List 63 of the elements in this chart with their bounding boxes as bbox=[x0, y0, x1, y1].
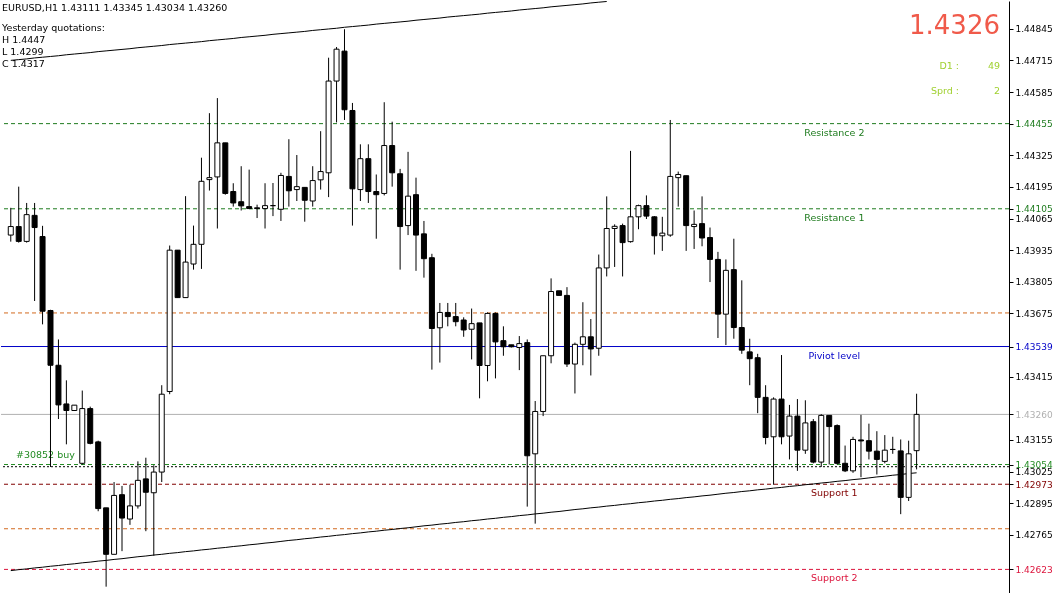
y-tick-label: 1.42765 bbox=[1015, 530, 1053, 541]
candlestick bbox=[881, 434, 888, 464]
candlestick bbox=[7, 207, 14, 243]
candlestick bbox=[309, 165, 316, 208]
candlestick bbox=[826, 414, 833, 466]
ref-line-label: Support 2 bbox=[811, 572, 858, 584]
candlestick bbox=[436, 302, 443, 364]
ref-line-label: Support 1 bbox=[811, 487, 858, 499]
annotation: H 1.4447 bbox=[2, 34, 46, 45]
y-tick-label: 1.43935 bbox=[1015, 245, 1053, 256]
annotation: Yesterday quotations: bbox=[2, 22, 105, 33]
candlestick bbox=[285, 138, 292, 208]
candlestick bbox=[444, 302, 451, 327]
candlestick bbox=[675, 171, 682, 208]
candlestick bbox=[707, 227, 713, 283]
candlestick bbox=[262, 182, 269, 230]
candlestick bbox=[738, 279, 745, 355]
y-tick-label: 1.42895 bbox=[1015, 498, 1053, 509]
text: 2 bbox=[993, 85, 1000, 96]
candlestick bbox=[119, 485, 126, 552]
y-tick-label: 1.43155 bbox=[1015, 435, 1053, 446]
annotation: 1.4326 bbox=[909, 10, 1000, 40]
y-tick-label: 1.44325 bbox=[1015, 150, 1053, 161]
text: D1 : bbox=[939, 60, 959, 71]
annotation: C 1.4317 bbox=[2, 58, 45, 69]
y-tick-label: 1.43805 bbox=[1015, 277, 1053, 288]
candlestick bbox=[254, 204, 261, 219]
y-tick-label: 1.44715 bbox=[1015, 55, 1053, 66]
y-tick-label: 1.43675 bbox=[1015, 308, 1053, 319]
chart-title: EURUSD,H1 1.43111 1.43345 1.43034 1.43260 bbox=[2, 2, 228, 13]
candlestick bbox=[452, 302, 459, 327]
ref-line-label: Piviot level bbox=[808, 349, 861, 361]
y-tick-label: 1.42623 bbox=[1015, 564, 1053, 575]
candlestick bbox=[373, 173, 380, 240]
annotation: L 1.4299 bbox=[2, 46, 44, 57]
y-tick-label: 1.43415 bbox=[1015, 372, 1053, 383]
candlestick bbox=[230, 182, 237, 208]
y-tick-label: 1.44455 bbox=[1015, 119, 1053, 130]
candlestick bbox=[746, 338, 753, 386]
candlestick bbox=[238, 165, 245, 211]
y-tick-label: 1.44585 bbox=[1015, 87, 1053, 98]
y-tick-label: 1.43539 bbox=[1015, 342, 1053, 353]
y-tick-label: 1.43260 bbox=[1015, 409, 1053, 420]
ref-line-label: Resistance 1 bbox=[804, 211, 865, 223]
y-tick-label: 1.44105 bbox=[1015, 204, 1053, 215]
y-tick-label: 1.44065 bbox=[1015, 214, 1053, 225]
candlestick bbox=[126, 484, 133, 526]
candlestick bbox=[15, 186, 22, 244]
y-tick-label: 1.44195 bbox=[1015, 182, 1053, 193]
y-tick-label: 1.44845 bbox=[1015, 24, 1053, 35]
candlestick bbox=[301, 186, 308, 223]
text: Sprd : bbox=[930, 85, 959, 96]
candlestick bbox=[579, 301, 586, 366]
text: 49 bbox=[987, 60, 1000, 71]
ref-line-label: Resistance 2 bbox=[804, 126, 865, 138]
candlestick bbox=[293, 154, 300, 202]
candlestick bbox=[246, 169, 253, 210]
candlestick bbox=[587, 318, 594, 376]
y-tick-label: 1.42973 bbox=[1015, 479, 1053, 490]
candlestick bbox=[571, 342, 578, 394]
candlestick bbox=[699, 195, 706, 247]
candlestick bbox=[691, 210, 698, 250]
candlestick bbox=[865, 423, 872, 460]
